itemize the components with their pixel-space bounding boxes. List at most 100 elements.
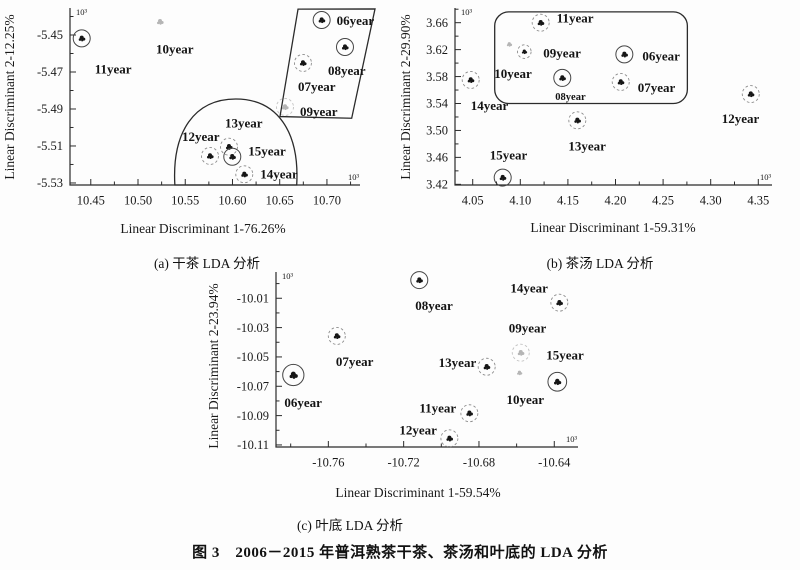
c-point-14year: 14year [510, 281, 569, 312]
c-point-06year: 06year [282, 363, 322, 410]
svg-text:4.05: 4.05 [462, 194, 484, 208]
b-axes [454, 8, 772, 186]
svg-text:-5.53: -5.53 [37, 176, 63, 190]
c-point-label-11year: 11year [419, 400, 456, 415]
svg-text:-10.64: -10.64 [538, 456, 571, 470]
a-point-label-13year: 13year [225, 116, 263, 131]
svg-text:-10.11: -10.11 [237, 438, 269, 452]
b-y-axis-exponent: 10³ [461, 7, 473, 17]
c-point-11year: 11year [419, 400, 479, 423]
svg-text:-10.03: -10.03 [237, 321, 269, 335]
c-y-axis-label: Linear Discriminant 2-23.94% [206, 283, 221, 448]
svg-text:10.60: 10.60 [218, 194, 246, 208]
svg-text:4.30: 4.30 [700, 194, 722, 208]
a-point-label-10year: 10year [156, 42, 194, 57]
svg-text:-10.76: -10.76 [312, 456, 344, 470]
svg-text:4.25: 4.25 [652, 194, 674, 208]
a-group-outline-polygon [279, 8, 376, 119]
c-point-13year: 13year [439, 355, 496, 376]
a-point-label-06year: 06year [337, 13, 375, 28]
a-point-06year: 06year [312, 11, 375, 30]
a-point-12year: 12year [182, 129, 220, 165]
b-point-08year: 08year [553, 68, 586, 103]
b-x-axis-exponent: 10³ [760, 172, 772, 182]
lda-plot-b-tea-infusion: 4.05 4.10 4.15 4.20 4.25 4.30 4.35 3.42 3.46 3.50… [400, 7, 772, 235]
lda-plot-c-infused-leaves: -10.76 -10.72 -10.68 -10.64 -10.01 -10.03 -10.… [206, 271, 584, 500]
a-point-11year: 11year [72, 29, 132, 76]
b-point-label-09year: 09year [543, 46, 581, 61]
a-point-label-12year: 12year [182, 129, 220, 144]
a-y-axis-exponent: 10³ [76, 7, 88, 17]
b-point-label-07year: 07year [638, 80, 676, 95]
b-point-11year: 11year [531, 11, 594, 32]
b-point-12year: 12year [722, 85, 760, 126]
a-point-label-08year: 08year [328, 63, 366, 78]
c-point-label-06year: 06year [284, 395, 322, 410]
a-x-axis-label: Linear Discriminant 1-76.26% [120, 221, 285, 236]
svg-text:3.58: 3.58 [426, 70, 448, 84]
a-x-axis-exponent: 10³ [348, 172, 360, 182]
c-y-axis-exponent: 10³ [282, 271, 294, 281]
svg-text:-5.51: -5.51 [37, 139, 63, 153]
caption-plot-c: (c) 叶底 LDA 分析 [296, 518, 404, 533]
c-point-label-14year: 14year [510, 281, 548, 296]
svg-text:-5.47: -5.47 [37, 65, 63, 79]
b-x-axis-label: Linear Discriminant 1-59.31% [530, 220, 695, 235]
svg-text:4.20: 4.20 [605, 194, 627, 208]
b-point-label-08year: 08year [555, 92, 586, 103]
a-point-15year: 15year [223, 144, 286, 166]
svg-text:4.35: 4.35 [747, 194, 769, 208]
svg-text:-10.68: -10.68 [463, 456, 495, 470]
c-point-12year: 12year [399, 422, 459, 448]
svg-text:3.62: 3.62 [426, 43, 448, 57]
svg-text:10.70: 10.70 [313, 194, 341, 208]
svg-text:-5.49: -5.49 [37, 102, 63, 116]
a-point-label-11year: 11year [95, 61, 132, 76]
svg-text:-10.01: -10.01 [237, 291, 269, 305]
svg-text:-10.72: -10.72 [388, 456, 420, 470]
c-point-label-09year: 09year [509, 321, 547, 336]
b-y-axis-label: Linear Discriminant 2-29.90% [400, 14, 413, 179]
a-point-13year: 13year [220, 116, 263, 156]
svg-text:3.46: 3.46 [426, 151, 448, 165]
svg-text:10.55: 10.55 [171, 194, 199, 208]
caption-plot-b: (b) 茶汤 LDA 分析 [546, 256, 654, 271]
lda-plot-a-dry-tea: 10.45 10.50 10.55 10.60 10.65 10.70 -5.45 -5.47… [2, 7, 376, 236]
a-point-label-14year: 14year [260, 166, 298, 181]
a-group-outline-dome [173, 98, 298, 186]
svg-text:-10.07: -10.07 [237, 379, 269, 393]
b-point-label-06year: 06year [642, 48, 680, 63]
svg-text:10.65: 10.65 [266, 194, 294, 208]
a-point-label-09year: 09year [300, 104, 338, 119]
a-point-09year: 09year [276, 97, 338, 119]
a-point-label-15year: 15year [248, 144, 286, 159]
svg-text:-10.05: -10.05 [237, 350, 269, 364]
c-x-axis-exponent: 10³ [566, 434, 578, 444]
a-point-10year: 10year [156, 18, 194, 57]
a-point-07year: 07year [293, 53, 336, 94]
c-point-15year: 15year [546, 348, 584, 392]
a-point-08year: 08year [328, 38, 366, 78]
svg-text:-5.45: -5.45 [37, 28, 63, 42]
c-point-07year: 07year [327, 327, 374, 369]
svg-text:4.10: 4.10 [509, 194, 531, 208]
svg-text:10.50: 10.50 [124, 194, 152, 208]
b-point-13year: 13year [568, 111, 606, 153]
svg-text:3.54: 3.54 [426, 97, 449, 111]
c-point-label-07year: 07year [336, 354, 374, 369]
c-point-label-12year: 12year [399, 422, 437, 437]
c-point-09year: 09year [509, 321, 547, 362]
b-point-label-10year: 10year [494, 66, 532, 81]
c-point-label-13year: 13year [439, 355, 477, 370]
b-point-10year: 10year [494, 42, 532, 81]
b-point-label-11year: 11year [557, 11, 594, 26]
svg-text:-10.09: -10.09 [237, 409, 269, 423]
b-point-14year: 14year [461, 70, 508, 113]
svg-text:3.66: 3.66 [426, 16, 448, 30]
svg-text:3.50: 3.50 [426, 124, 448, 138]
svg-text:3.42: 3.42 [426, 178, 448, 192]
a-axes [69, 8, 360, 186]
c-point-label-10year: 10year [506, 392, 544, 407]
svg-text:10.45: 10.45 [77, 194, 105, 208]
